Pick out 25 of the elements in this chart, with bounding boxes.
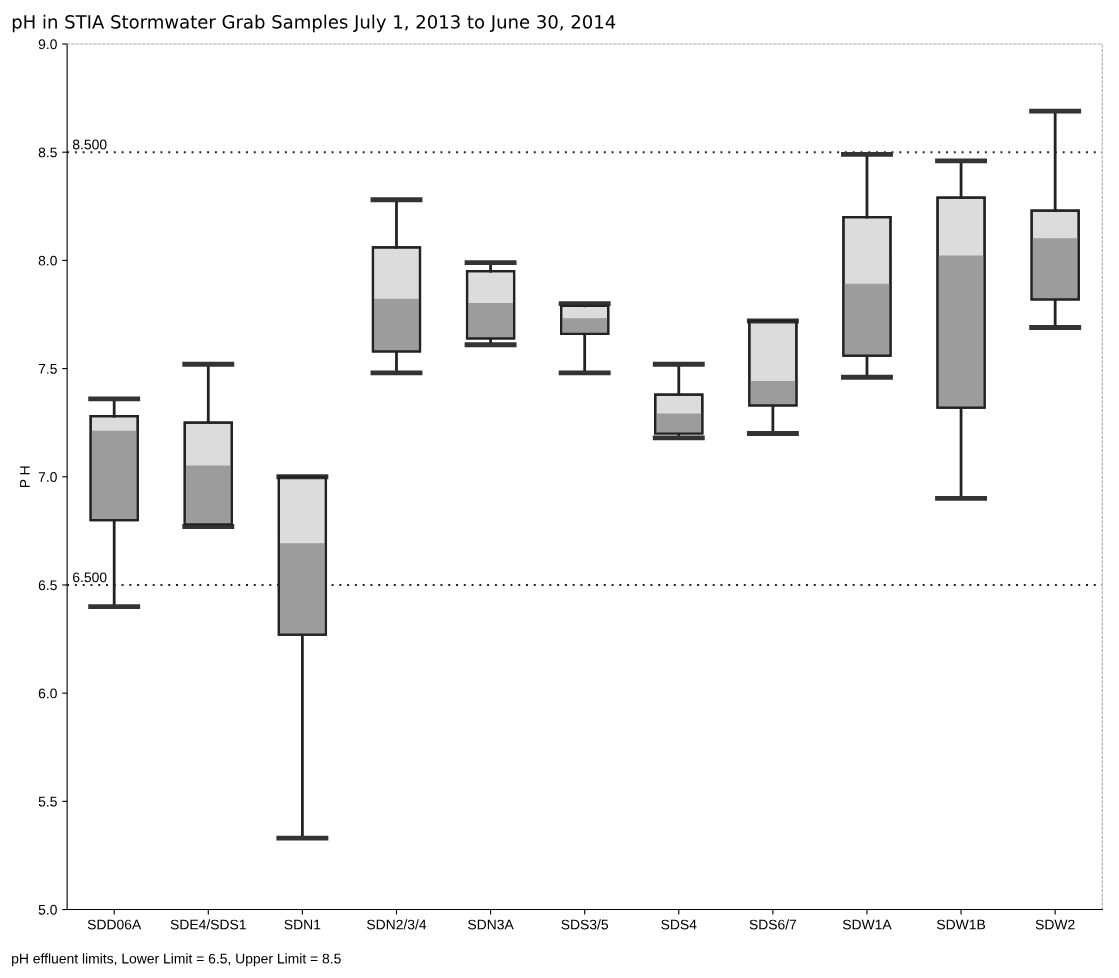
y-axis-title: P H (20, 466, 30, 488)
x-tick-label: SDN2/3/4 (367, 919, 427, 930)
ref-line-label: 8.500 (72, 139, 107, 150)
x-tick-label: SDD06A (87, 919, 142, 930)
x-tick-label: SDS4 (661, 919, 697, 930)
y-tick-label: 7.0 (38, 472, 57, 482)
y-tick-label: 8.5 (38, 147, 57, 158)
y-tick-label: 5.0 (38, 904, 57, 915)
y-tick-label: 5.5 (38, 796, 57, 807)
x-tick-label: SDS3/5 (561, 919, 609, 930)
y-tick-label: 6.0 (38, 688, 57, 699)
ref-line-label: 6.500 (73, 572, 107, 583)
x-tick-label: SDN1 (284, 919, 321, 930)
x-tick-label: SDE4/SDS1 (170, 919, 246, 930)
text: pH effluent limits, Lower Limit = 6.5, Upper Limit = 8.5 (12, 953, 341, 967)
x-tick-label: SDW1B (937, 919, 986, 930)
x-tick-label: SDS6/7 (749, 919, 797, 930)
y-tick-label: 7.5 (38, 364, 57, 374)
x-tick-label: SDN3A (468, 919, 514, 930)
y-tick-label: 6.5 (38, 580, 57, 591)
y-tick-label: 8.0 (38, 255, 57, 266)
x-tick-label: SDW1A (842, 919, 892, 930)
chart-title: pH in STIA Stormwater Grab Samples July 1, 2013 to June 30, 2014 (12, 14, 616, 33)
y-tick-label: 9.0 (38, 39, 57, 50)
x-tick-label: SDW2 (1035, 919, 1075, 930)
